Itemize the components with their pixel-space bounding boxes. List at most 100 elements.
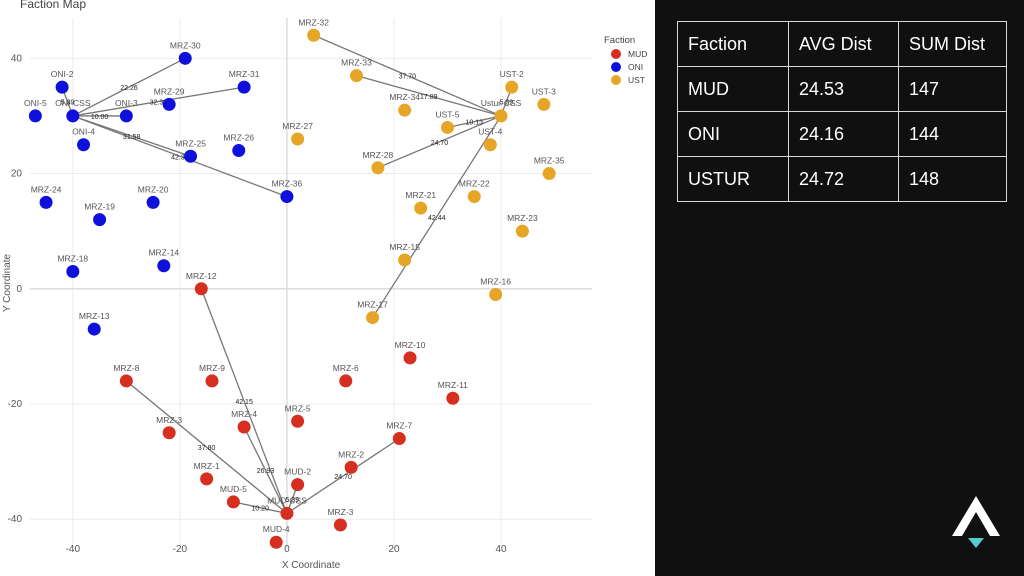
data-point <box>339 374 353 388</box>
data-point <box>392 432 406 446</box>
table-cell: MUD <box>677 66 789 112</box>
header-faction: Faction <box>677 21 789 67</box>
scatter-plot-panel: -40 -20 0 20 40 -40 -20 0 20 40 X Coordinate Y Coor… <box>0 0 655 576</box>
point-label: MRZ-10 <box>395 340 426 350</box>
link-distance-label: 37.80 <box>198 445 216 452</box>
data-point <box>232 144 246 157</box>
link-distance-label: 24.70 <box>334 474 352 481</box>
link-distance-label: 26.93 <box>257 468 275 475</box>
x-tick-label: -20 <box>173 544 188 555</box>
distance-link <box>372 115 502 318</box>
data-point <box>162 97 176 111</box>
point-label: MRZ-28 <box>363 150 394 160</box>
data-point <box>333 518 347 532</box>
x-tick-label: -40 <box>66 544 81 555</box>
data-point <box>489 288 503 302</box>
data-point <box>414 201 428 215</box>
point-label: ONI-CSS <box>55 98 91 108</box>
data-point <box>77 138 91 152</box>
link-distance-label: 10.00 <box>91 114 109 121</box>
point-label: MRZ-32 <box>298 17 329 27</box>
point-label: MRZ-6 <box>333 363 359 373</box>
y-tick-label: 0 <box>16 284 22 295</box>
link-distance-label: 24.70 <box>431 140 449 147</box>
table-cell: ONI <box>677 111 789 157</box>
point-label: MUD-2 <box>284 467 311 477</box>
data-point <box>184 149 198 163</box>
link-distance-label: 5.39 <box>500 100 514 107</box>
table-row: USTUR 24.72 148 <box>677 156 1007 202</box>
chart-title: Faction Map <box>20 0 87 11</box>
stylized-a-logo-icon <box>952 496 1000 548</box>
point-label: MRZ-16 <box>480 277 511 287</box>
table-cell: 24.16 <box>788 111 899 157</box>
data-point <box>307 28 321 42</box>
x-tick-label: 20 <box>388 544 400 555</box>
data-point <box>205 374 219 388</box>
data-point <box>291 132 305 146</box>
y-axis-title: Y Coordinate <box>2 253 13 312</box>
y-tick-label: -20 <box>8 399 23 410</box>
data-point <box>542 167 556 181</box>
distance-link <box>233 501 288 515</box>
point-label: ONI-3 <box>115 98 138 108</box>
legend: Faction MUD ONI UST <box>604 35 647 85</box>
data-point <box>467 190 481 204</box>
point-label: Ustur-CSS <box>481 98 522 108</box>
point-label: UST-4 <box>478 127 502 137</box>
link-distance-label: 31.58 <box>123 134 141 141</box>
faction-map-chart[interactable]: -40 -20 0 20 40 -40 -20 0 20 40 X Coordinate Y Coor… <box>0 0 655 576</box>
table-row: ONI 24.16 144 <box>677 111 1007 157</box>
data-point <box>505 80 519 94</box>
point-label: MRZ-31 <box>229 69 260 79</box>
data-point <box>537 97 551 111</box>
data-point <box>119 374 133 388</box>
link-distance-label: 5.39 <box>61 100 75 107</box>
data-point <box>66 264 80 278</box>
table-cell: 24.53 <box>788 66 899 112</box>
point-label: MRZ-33 <box>341 58 372 68</box>
point-label: MRZ-8 <box>113 363 139 373</box>
point-label: MRZ-12 <box>186 271 217 281</box>
data-point <box>87 322 101 336</box>
x-tick-label: 0 <box>284 544 290 555</box>
distance-link <box>377 115 502 169</box>
data-point <box>280 190 294 204</box>
data-point <box>291 414 305 428</box>
point-label: MRZ-22 <box>459 179 490 189</box>
header-sum-dist: SUM Dist <box>898 21 1007 67</box>
x-axis-title: X Coordinate <box>282 560 341 571</box>
point-label: MRZ-36 <box>272 179 303 189</box>
point-label: MRZ-29 <box>154 86 185 96</box>
data-point <box>366 311 380 325</box>
data-point <box>291 478 305 492</box>
point-label: ONI-4 <box>72 127 95 137</box>
point-label: MRZ-11 <box>438 380 468 390</box>
data-point <box>39 195 53 209</box>
link-distance-label: 10.20 <box>251 506 269 513</box>
point-label: ONI-5 <box>24 98 47 108</box>
table-cell: 24.72 <box>788 156 899 202</box>
legend-marker <box>611 62 621 72</box>
data-point <box>194 282 208 296</box>
point-label: MRZ-13 <box>79 311 110 321</box>
data-point <box>178 51 192 65</box>
point-label: MRZ-4 <box>231 409 257 419</box>
data-point <box>200 472 214 486</box>
legend-label: MUD <box>628 49 647 59</box>
link-distance-label: 5.39 <box>285 497 299 504</box>
data-point <box>280 506 294 520</box>
data-point <box>403 351 417 365</box>
table-cell: USTUR <box>677 156 789 202</box>
data-point <box>398 103 412 117</box>
point-label: MRZ-5 <box>285 403 311 413</box>
data-point <box>440 120 454 134</box>
x-tick-label: 40 <box>495 544 507 555</box>
legend-marker <box>611 75 621 85</box>
data-point <box>55 80 69 94</box>
data-point <box>398 253 412 267</box>
point-label: UST-3 <box>532 86 556 96</box>
link-distance-label: 10.13 <box>465 120 483 127</box>
link-distance-label: 32.39 <box>150 100 168 107</box>
point-label: MRZ-30 <box>170 40 201 50</box>
